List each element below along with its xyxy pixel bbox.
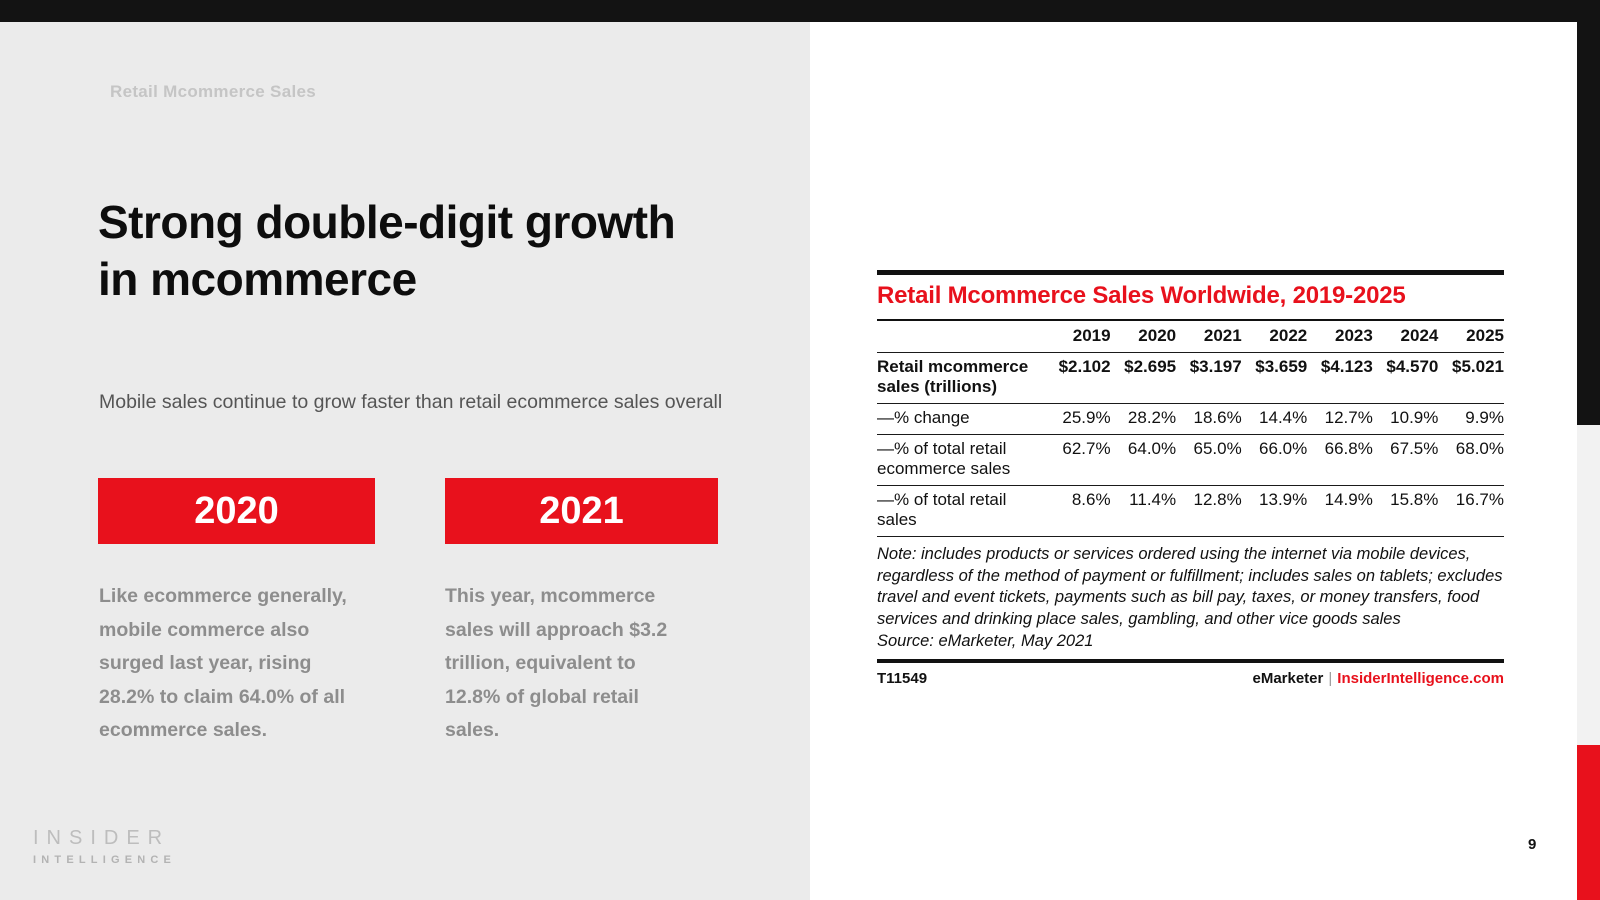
brand-separator: | <box>1328 669 1333 687</box>
cell-value: 65.0% <box>1176 434 1242 486</box>
cell-value: $3.197 <box>1176 352 1242 404</box>
card-top-rule <box>877 270 1504 275</box>
cell-value: $2.102 <box>1045 352 1111 404</box>
table-row: —% change 25.9% 28.2% 18.6% 14.4% 12.7% … <box>877 403 1504 435</box>
insider-intelligence-logo: INSIDER INTELLIGENCE <box>33 827 176 866</box>
brand-line: eMarketer | InsiderIntelligence.com <box>1252 670 1504 687</box>
table-note: Note: includes products or services orde… <box>877 545 1503 628</box>
slide-subtitle: Mobile sales continue to grow faster tha… <box>99 391 723 413</box>
header-year: 2021 <box>1176 321 1242 353</box>
table-row: —% of total retail sales 8.6% 11.4% 12.8… <box>877 485 1504 537</box>
header-year: 2020 <box>1110 321 1177 353</box>
cell-value: 66.8% <box>1307 434 1373 486</box>
table-row: Retail mcommerce sales (trillions) $2.10… <box>877 352 1504 404</box>
cell-value: 12.7% <box>1307 403 1373 435</box>
highlight-text-2021: This year, mcommerce sales will approach… <box>445 585 668 741</box>
cell-value: 25.9% <box>1045 403 1111 435</box>
header-year: 2025 <box>1438 321 1504 353</box>
cell-value: 18.6% <box>1176 403 1242 435</box>
cell-value: 28.2% <box>1110 403 1177 435</box>
emarketer-brand: eMarketer <box>1252 669 1324 687</box>
cell-value: 62.7% <box>1045 434 1111 486</box>
cell-value: $4.123 <box>1307 352 1373 404</box>
top-black-bar <box>0 0 1600 22</box>
section-eyebrow: Retail Mcommerce Sales <box>110 82 316 101</box>
cell-value: 16.7% <box>1438 485 1504 537</box>
cell-value: 10.9% <box>1372 403 1439 435</box>
table-header-row: 2019 2020 2021 2022 2023 2024 2025 <box>877 321 1504 353</box>
highlight-year-2021: 2021 <box>445 478 718 544</box>
table-row: —% of total retail ecommerce sales 62.7%… <box>877 434 1504 486</box>
right-edge-gray-strip <box>1577 425 1600 745</box>
row-label: Retail mcommerce sales (trillions) <box>877 352 1045 404</box>
cell-value: $3.659 <box>1241 352 1308 404</box>
right-edge-black-strip <box>1577 0 1600 425</box>
header-year: 2024 <box>1372 321 1439 353</box>
cell-value: 14.9% <box>1307 485 1373 537</box>
card-footer: T11549 eMarketer | InsiderIntelligence.com <box>877 670 1504 687</box>
row-label: —% of total retail ecommerce sales <box>877 434 1045 486</box>
cell-value: $5.021 <box>1438 352 1504 404</box>
header-empty <box>877 321 1045 353</box>
row-label: —% change <box>877 403 1045 435</box>
table-title: Retail Mcommerce Sales Worldwide, 2019-2… <box>877 275 1504 321</box>
header-year: 2019 <box>1045 321 1111 353</box>
insiderintelligence-link[interactable]: InsiderIntelligence.com <box>1337 669 1504 687</box>
header-year: 2023 <box>1307 321 1373 353</box>
logo-line-insider: INSIDER <box>33 827 171 849</box>
mcommerce-table: 2019 2020 2021 2022 2023 2024 2025 Retai… <box>877 321 1504 537</box>
left-panel: Retail Mcommerce Sales Strong double-dig… <box>0 22 810 900</box>
table-source: Source: eMarketer, May 2021 <box>877 632 1094 650</box>
cell-value: 64.0% <box>1110 434 1177 486</box>
logo-line-intelligence: INTELLIGENCE <box>33 854 177 866</box>
mcommerce-stat-card: Retail Mcommerce Sales Worldwide, 2019-2… <box>877 270 1504 687</box>
card-bottom-rule <box>877 658 1504 663</box>
cell-value: 66.0% <box>1241 434 1308 486</box>
cell-value: 15.8% <box>1372 485 1439 537</box>
cell-value: 12.8% <box>1176 485 1242 537</box>
highlight-year-2020: 2020 <box>98 478 375 544</box>
cell-value: 13.9% <box>1241 485 1308 537</box>
chart-id: T11549 <box>877 669 928 687</box>
right-edge-red-strip <box>1577 745 1600 900</box>
cell-value: 11.4% <box>1110 485 1177 537</box>
cell-value: 14.4% <box>1241 403 1308 435</box>
cell-value: 9.9% <box>1438 403 1504 435</box>
page-number: 9 <box>1528 836 1537 853</box>
cell-value: 8.6% <box>1045 485 1111 537</box>
row-label: —% of total retail sales <box>877 485 1045 537</box>
header-year: 2022 <box>1241 321 1308 353</box>
cell-value: $4.570 <box>1372 352 1439 404</box>
slide-title: Strong double-digit growth in mcommerce <box>98 196 676 305</box>
cell-value: $2.695 <box>1110 352 1177 404</box>
cell-value: 68.0% <box>1438 434 1504 486</box>
cell-value: 67.5% <box>1372 434 1439 486</box>
highlight-text-2020: Like ecommerce generally, mobile commerc… <box>99 585 347 741</box>
